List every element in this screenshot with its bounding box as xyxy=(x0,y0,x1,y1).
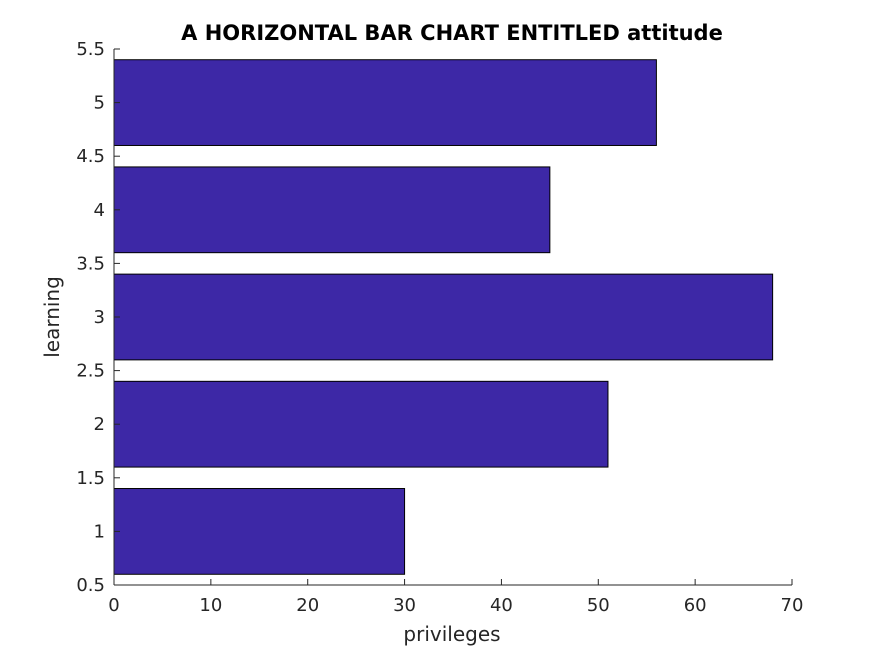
y-axis-label: learning xyxy=(40,276,64,358)
y-tick-label: 2 xyxy=(94,414,105,435)
bar-1 xyxy=(113,488,406,575)
chart-title: A HORIZONTAL BAR CHART ENTITLED attitude xyxy=(181,21,723,45)
x-tick-label: 60 xyxy=(684,595,707,616)
x-ticks-group: 0 10 20 30 40 50 60 70 xyxy=(108,579,803,616)
bar-3 xyxy=(113,273,774,361)
x-tick-label: 30 xyxy=(393,595,416,616)
bars-group xyxy=(113,59,774,575)
bar-5 xyxy=(113,59,657,146)
y-tick-label: 2.5 xyxy=(76,361,105,382)
y-tick-label: 4.5 xyxy=(76,146,105,167)
y-tick-label: 3 xyxy=(94,307,105,328)
y-tick-label: 5.5 xyxy=(76,39,105,60)
x-tick-label: 10 xyxy=(199,595,222,616)
y-tick-label: 1 xyxy=(94,521,105,542)
x-tick-label: 50 xyxy=(587,595,610,616)
x-tick-label: 40 xyxy=(490,595,513,616)
x-axis-label: privileges xyxy=(403,622,500,646)
y-ticks-group: 0.5 1 1.5 2 2.5 3 3.5 4 4.5 5 5.5 xyxy=(76,39,120,596)
y-tick-label: 1.5 xyxy=(76,468,105,489)
bar-4 xyxy=(113,166,551,254)
y-tick-label: 5 xyxy=(94,93,105,114)
y-tick-label: 0.5 xyxy=(76,575,105,596)
y-tick-label: 3.5 xyxy=(76,253,105,274)
y-tick-label: 4 xyxy=(94,200,105,221)
x-tick-label: 0 xyxy=(108,595,119,616)
x-tick-label: 20 xyxy=(296,595,319,616)
x-tick-label: 70 xyxy=(781,595,804,616)
bar-2 xyxy=(113,380,609,468)
